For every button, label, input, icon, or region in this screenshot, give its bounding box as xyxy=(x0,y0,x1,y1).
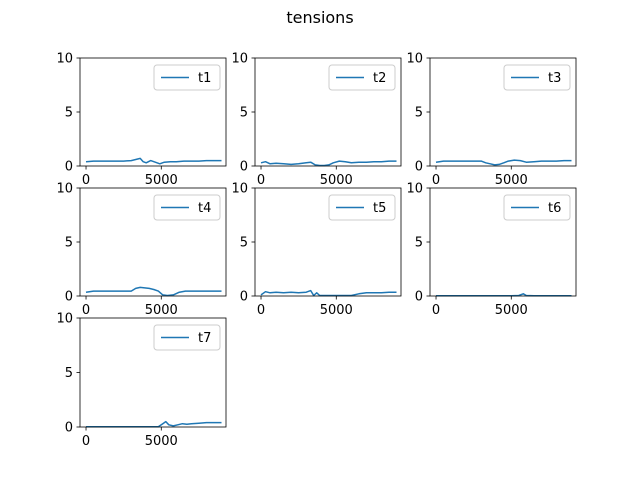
y-tick-label: 0 xyxy=(415,290,423,305)
x-tick-label: 5000 xyxy=(320,303,353,318)
subplot-7: 0 5 10 0 5000 t7 xyxy=(56,312,227,449)
series-line-t3 xyxy=(435,159,572,166)
x-tick-label: 5000 xyxy=(145,303,178,318)
y-tick-label: 5 xyxy=(240,106,248,121)
y-tick-label: 0 xyxy=(65,160,73,175)
legend: t4 xyxy=(153,194,221,221)
legend-label-t5: t5 xyxy=(373,201,386,216)
legend-label-t7: t7 xyxy=(198,331,211,346)
y-tick-label: 5 xyxy=(65,366,73,381)
x-tick-label: 0 xyxy=(432,303,440,318)
series-line-t1 xyxy=(85,157,222,165)
y-tick-label: 10 xyxy=(56,182,73,197)
y-tick-label: 5 xyxy=(415,236,423,251)
x-tick-label: 0 xyxy=(257,173,265,188)
series-line-t4 xyxy=(85,286,222,297)
x-tick-label: 0 xyxy=(257,303,265,318)
y-tick-label: 5 xyxy=(240,236,248,251)
y-tick-label: 0 xyxy=(415,160,423,175)
subplot-6: 0 5 10 0 5000 t6 xyxy=(406,182,577,318)
x-tick-label: 0 xyxy=(82,173,90,188)
legend-label-t3: t3 xyxy=(548,71,561,86)
y-tick-label: 10 xyxy=(231,182,248,197)
y-tick-label: 0 xyxy=(240,290,248,305)
y-tick-label: 5 xyxy=(415,106,423,121)
y-tick-label: 0 xyxy=(240,160,248,175)
x-tick-label: 5000 xyxy=(145,173,178,188)
legend: t1 xyxy=(153,64,221,91)
legend: t7 xyxy=(153,324,221,351)
y-tick-label: 5 xyxy=(65,106,73,121)
y-tick-label: 10 xyxy=(231,52,248,67)
legend: t5 xyxy=(328,194,396,221)
subplot-5: 0 5 10 0 5000 t5 xyxy=(231,182,402,318)
subplot-1: 0 5 10 0 5000 t1 xyxy=(56,52,227,188)
x-tick-label: 5000 xyxy=(145,434,178,449)
y-tick-label: 10 xyxy=(406,52,423,67)
legend-label-t6: t6 xyxy=(548,201,561,216)
legend-label-t1: t1 xyxy=(198,71,211,86)
x-tick-label: 0 xyxy=(82,303,90,318)
series-line-t2 xyxy=(260,160,397,167)
y-tick-label: 10 xyxy=(406,182,423,197)
x-tick-label: 0 xyxy=(82,434,90,449)
subplot-2: 0 5 10 0 5000 t2 xyxy=(231,52,402,188)
y-tick-label: 0 xyxy=(65,290,73,305)
x-tick-label: 5000 xyxy=(495,303,528,318)
x-tick-label: 5000 xyxy=(320,173,353,188)
y-tick-label: 0 xyxy=(65,421,73,436)
subplot-4: 0 5 10 0 5000 t4 xyxy=(56,182,227,318)
legend: t2 xyxy=(328,64,396,91)
x-tick-label: 0 xyxy=(432,173,440,188)
legend: t3 xyxy=(503,64,571,91)
series-line-t5 xyxy=(260,289,397,297)
figure-title: tensions xyxy=(286,8,353,27)
y-tick-label: 10 xyxy=(56,52,73,67)
x-tick-label: 5000 xyxy=(495,173,528,188)
legend: t6 xyxy=(503,194,571,221)
y-tick-label: 5 xyxy=(65,236,73,251)
subplot-3: 0 5 10 0 5000 t3 xyxy=(406,52,577,188)
legend-label-t2: t2 xyxy=(373,71,386,86)
legend-label-t4: t4 xyxy=(198,201,211,216)
y-tick-label: 10 xyxy=(56,312,73,327)
